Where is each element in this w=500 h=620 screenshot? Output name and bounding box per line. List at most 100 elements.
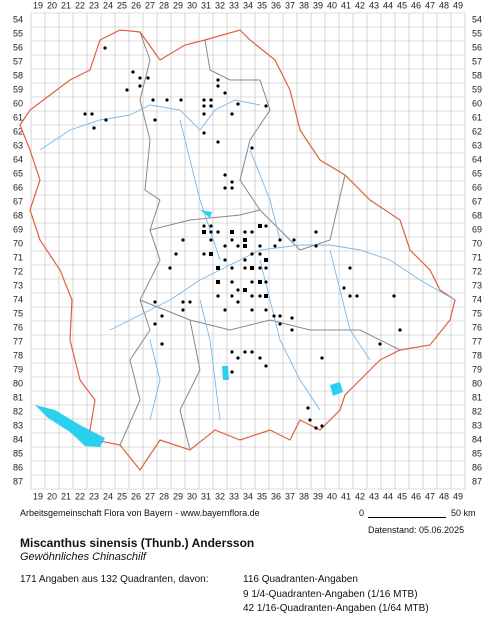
column-label: 26 [131,0,141,10]
occurrence-dot [230,238,234,242]
occurrence-dot [314,426,318,430]
occurrence-dot [223,173,227,177]
occurrence-dot [264,266,268,270]
occurrence-dot [209,104,213,108]
row-label: 78 [472,350,482,360]
column-label: 27 [145,491,155,501]
row-label: 80 [13,378,23,388]
column-label: 41 [341,0,351,10]
row-label: 80 [472,378,482,388]
district-borders [119,31,401,451]
occurrence-dot [272,314,276,318]
occurrence-dot [160,314,164,318]
column-label: 34 [243,491,253,501]
occurrence-square [230,230,234,234]
occurrence-dot [230,370,234,374]
occurrence-dot [168,266,172,270]
occurrence-dot [160,342,164,346]
column-label: 37 [285,0,295,10]
row-label: 59 [13,84,23,94]
occurrence-dot [258,356,262,360]
row-label: 69 [472,224,482,234]
row-label: 55 [13,28,23,38]
column-label: 27 [145,0,155,10]
row-label: 81 [472,392,482,402]
lakes [35,210,343,447]
occurrence-dot [153,118,157,122]
row-label: 71 [13,252,23,262]
row-label: 66 [13,182,23,192]
occurrence-dot [138,76,142,80]
occurrence-dot [92,126,96,130]
occurrence-dot [250,294,254,298]
occurrence-dot [250,280,254,284]
row-label: 78 [13,350,23,360]
row-label: 68 [13,210,23,220]
occurrence-square [264,294,268,298]
row-label: 60 [472,98,482,108]
column-label: 38 [299,0,309,10]
occurrence-dot [202,224,206,228]
occurrence-dot [103,46,107,50]
occurrence-dot [125,88,129,92]
occurrence-dot [216,84,220,88]
occurrence-dot [342,286,346,290]
column-label: 28 [159,491,169,501]
occurrence-dot [209,238,213,242]
row-label: 86 [13,462,23,472]
column-label: 42 [355,491,365,501]
occurrence-square [243,238,247,242]
row-label: 58 [13,70,23,80]
row-label: 86 [472,462,482,472]
occurrence-dot [236,356,240,360]
occurrence-dot [83,112,87,116]
row-label: 73 [472,280,482,290]
row-label: 61 [472,112,482,122]
row-label: 62 [13,126,23,136]
scale-bar [368,517,446,518]
occurrence-dot [181,238,185,242]
occurrence-dot [209,230,213,234]
occurrence-dot [165,98,169,102]
credit: Arbeitsgemeinschaft Flora von Bayern - w… [20,508,260,518]
column-label: 32 [215,491,225,501]
date: Datenstand: 05.06.2025 [368,525,465,535]
occurrence-dot [398,328,402,332]
occurrence-dot [216,140,220,144]
row-label: 61 [13,112,23,122]
row-label: 65 [13,168,23,178]
column-label: 47 [425,491,435,501]
occurrence-dot [202,131,206,135]
occurrence-dot [278,322,282,326]
occurrence-dot [223,186,227,190]
occurrence-dot [306,406,310,410]
row-label: 72 [13,266,23,276]
row-label: 56 [472,42,482,52]
row-label: 83 [13,420,23,430]
occurrence-dot [348,294,352,298]
occurrence-dot [258,244,262,248]
occurrence-dot [151,98,155,102]
row-label: 56 [13,42,23,52]
occurrence-dot [236,300,240,304]
column-label: 42 [355,0,365,10]
column-label: 36 [271,0,281,10]
occurrence-dot [209,98,213,102]
row-label: 74 [13,294,23,304]
column-label: 33 [229,491,239,501]
row-label: 81 [13,392,23,402]
occurrence-dot [230,186,234,190]
column-label: 30 [187,491,197,501]
column-label: 40 [327,0,337,10]
occurrence-dot [138,84,142,88]
map: 19 19 20 20 21 21 22 22 23 23 24 24 25 25 26 26 27 27 28 28… [13,0,482,501]
occurrence-dot [243,266,247,270]
row-label: 74 [472,294,482,304]
row-label: 85 [472,448,482,458]
column-label: 21 [61,0,71,10]
column-label: 44 [383,0,393,10]
occurrence-dot [202,104,206,108]
column-label: 31 [201,0,211,10]
occurrence-dot [250,350,254,354]
